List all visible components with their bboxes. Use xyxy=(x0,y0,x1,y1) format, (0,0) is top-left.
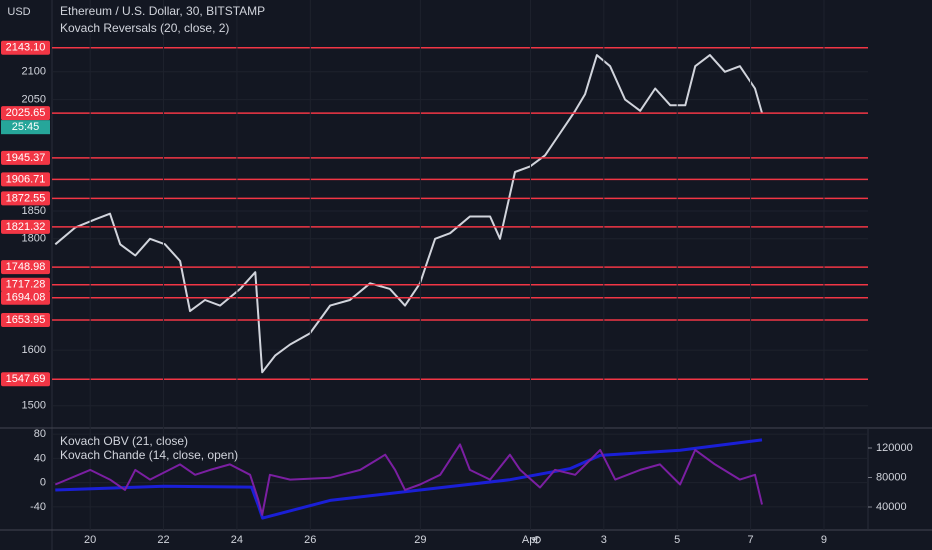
y-tick-label: 1850 xyxy=(22,205,46,217)
x-tick-label: Apr xyxy=(522,534,539,546)
level-label: 1717.28 xyxy=(6,279,46,291)
y2-tick-label: 120000 xyxy=(876,442,913,454)
series-line xyxy=(55,438,763,520)
y-tick-label: 2100 xyxy=(22,66,46,78)
x-tick-label: 22 xyxy=(157,534,169,546)
x-tick-label: 9 xyxy=(821,534,827,546)
x-tick-label: 24 xyxy=(231,534,243,546)
level-label: 1821.32 xyxy=(6,221,46,233)
legend-entry: Kovach OBV (21, close) xyxy=(60,434,188,448)
x-tick-label: 29 xyxy=(414,534,426,546)
y-tick-label: 1600 xyxy=(22,344,46,356)
x-tick-label: 3 xyxy=(601,534,607,546)
level-label-box xyxy=(1,260,50,275)
level-label-box xyxy=(1,290,50,305)
y-tick-label: 40 xyxy=(34,452,46,464)
level-label: 1547.69 xyxy=(6,373,46,385)
y-tick-label: 2050 xyxy=(22,94,46,106)
countdown-box xyxy=(1,120,50,135)
level-label-box xyxy=(1,191,50,206)
level-label-box xyxy=(1,219,50,234)
level-label-box xyxy=(1,172,50,187)
series-line xyxy=(54,443,763,516)
level-label: 1653.95 xyxy=(6,314,46,326)
zoom-icon[interactable]: ⟲ xyxy=(531,533,541,547)
level-label-box xyxy=(1,313,50,328)
y-tick-label: -40 xyxy=(30,501,46,513)
indicator-label: Kovach Reversals (20, close, 2) xyxy=(60,21,229,35)
level-label: 1945.37 xyxy=(6,152,46,164)
x-tick-label: 5 xyxy=(674,534,680,546)
level-label-box xyxy=(1,40,50,55)
y-tick-label: 1800 xyxy=(22,233,46,245)
legend-entry: Kovach Chande (14, close, open) xyxy=(60,448,238,462)
y2-tick-label: 40000 xyxy=(876,501,907,513)
y-tick-label: 0 xyxy=(40,477,46,489)
currency: USD xyxy=(7,6,30,18)
y-tick-label: 80 xyxy=(34,428,46,440)
y-tick-label: 1500 xyxy=(22,400,46,412)
chart-layer: 1500160018001850205021002143.102025.6519… xyxy=(1,0,913,546)
countdown: 25:45 xyxy=(12,121,40,133)
chart-title: Ethereum / U.S. Dollar, 30, BITSTAMP xyxy=(60,4,265,18)
series-line xyxy=(54,54,763,374)
level-label: 1906.71 xyxy=(6,173,46,185)
level-label: 1748.98 xyxy=(6,261,46,273)
level-label: 2143.10 xyxy=(6,42,46,54)
x-tick-label: 26 xyxy=(304,534,316,546)
level-label: 2025.65 xyxy=(6,107,46,119)
level-label-box xyxy=(1,277,50,292)
level-label-box xyxy=(1,372,50,387)
x-tick-label: 20 xyxy=(84,534,96,546)
level-label: 1872.55 xyxy=(6,192,46,204)
x-tick-label: 7 xyxy=(748,534,754,546)
level-label-box xyxy=(1,106,50,121)
y2-tick-label: 80000 xyxy=(876,471,907,483)
level-label-box xyxy=(1,150,50,165)
currency-box xyxy=(8,5,30,19)
level-label: 1694.08 xyxy=(6,292,46,304)
